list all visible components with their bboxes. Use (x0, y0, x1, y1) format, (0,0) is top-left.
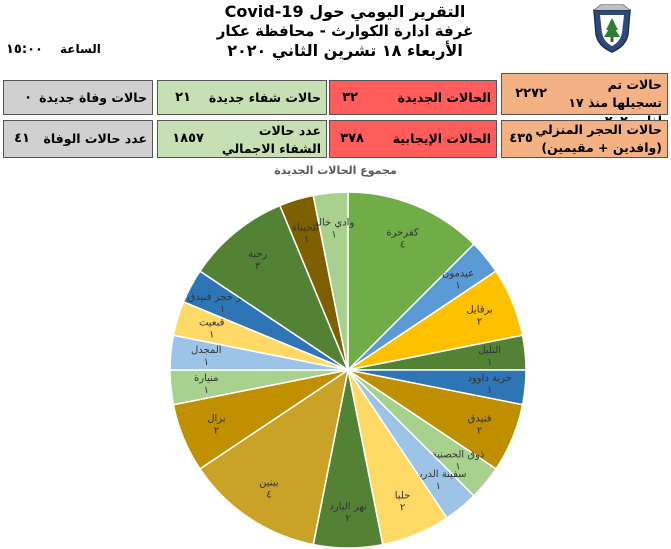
pie-label-11: بزال (207, 414, 225, 425)
pie-label-4: خربة داوود (468, 373, 512, 384)
pie-label-17: التحيناة (292, 223, 322, 234)
time-label: الساعة (60, 42, 101, 56)
positive-cell: الحالات الإيجابية ٣٧٨ (329, 120, 497, 158)
deaths-label: عدد حالات الوفاة (43, 131, 147, 146)
new-cases-value: ٣٢ (342, 90, 358, 105)
report-title: التقرير اليومي حول Covid-19 (224, 2, 466, 21)
pie-value-12: ١ (204, 385, 209, 396)
pie-value-11: ٢ (214, 426, 219, 437)
pie-slice-10 (198, 368, 350, 546)
total-recoveries-cell: عدد حالات الشفاء الاجمالي ١٨٥٧ (157, 120, 327, 158)
new-cases-label: الحالات الجديدة (397, 90, 491, 105)
home-quarantine-sub: (وافدين + مقيمين) (541, 140, 662, 155)
pie-value-4: ١ (487, 385, 492, 396)
positive-value: ٣٧٨ (340, 131, 364, 146)
pie-label-15: مركز حجر فنيدق (188, 292, 258, 303)
pie-value-16: ٣ (255, 261, 261, 272)
home-quarantine-label: حالات الحجر المنزلي (535, 122, 662, 137)
registered-cell: حالات تم تسجيلها منذ ١٧ اذار ٢٠٢٠ ٢٢٧٢ (501, 73, 668, 128)
pie-value-13: ١ (204, 357, 209, 368)
pie-label-14: قبعيت (199, 318, 225, 329)
pie-label-7: سفينة الدريب (410, 469, 467, 480)
pie-value-1: ١ (455, 281, 460, 292)
deaths-cell: عدد حالات الوفاة ٤١ (3, 120, 153, 158)
pie-value-0: ٤ (400, 239, 405, 250)
total-recoveries-value: ١٨٥٧ (172, 131, 204, 146)
pie-value-15: ١ (220, 304, 225, 315)
registered-value: ٢٢٧٢ (515, 86, 547, 101)
army-shield-logo (593, 4, 631, 53)
pie-slice-16 (198, 204, 350, 372)
pie-value-18: ١ (331, 229, 336, 240)
new-cases-cell: الحالات الجديدة ٣٢ (329, 80, 497, 115)
pie-label-8: حلبا (395, 491, 411, 502)
pie-value-10: ٤ (266, 489, 271, 500)
new-deaths-value: ٠ (24, 90, 32, 105)
new-recoveries-value: ٢١ (175, 90, 191, 105)
pie-label-2: برقايل (466, 305, 492, 316)
pie-label-16: رحبة (248, 249, 268, 260)
pie-label-5: فنيدق (468, 414, 492, 425)
report-subtitle: غرفة ادارة الكوارث - محافظة عكار (216, 22, 474, 40)
pie-value-5: ٢ (477, 426, 482, 437)
home-quarantine-value: ٤٣٥ (509, 131, 533, 146)
pie-label-18: وادي خالد (314, 217, 355, 228)
pie-value-14: ١ (209, 330, 214, 341)
pie-value-6: ١ (455, 461, 460, 472)
pie-slice-18 (312, 191, 349, 371)
new-recoveries-cell: حالات شفاء جديدة ٢١ (157, 80, 327, 115)
pie-label-6: ذوق الحصنية (432, 449, 485, 460)
pie-value-17: ١ (304, 235, 309, 246)
pie-label-3: التليل (478, 345, 501, 356)
pie-slice-0 (347, 191, 475, 372)
deaths-value: ٤١ (14, 131, 30, 146)
pie-value-8: ٢ (400, 503, 405, 514)
pie-value-9: ٢ (345, 513, 350, 524)
home-quarantine-cell: حالات الحجر المنزلي (وافدين + مقيمين) ٤٣… (501, 120, 668, 158)
chart-title: مجموع الحالات الجديدة (274, 164, 397, 177)
pie-label-13: المجدل (191, 345, 222, 356)
report-date: الأربعاء ١٨ تشرين الثاني ٢٠٢٠ (227, 41, 463, 60)
pie-value-2: ٢ (477, 317, 482, 328)
pie-label-1: عيدمون (442, 269, 474, 280)
positive-label: الحالات الإيجابية (392, 131, 491, 146)
pie-value-3: ١ (487, 357, 492, 368)
new-deaths-cell: حالات وفاة جديدة ٠ (3, 80, 153, 115)
new-recoveries-label: حالات شفاء جديدة (208, 90, 321, 105)
time-value: ١٥:٠٠ (6, 42, 43, 57)
total-recoveries-label: عدد حالات الشفاء الاجمالي (221, 123, 321, 156)
pie-label-0: كفرحرة (386, 227, 419, 238)
pie-value-7: ١ (436, 481, 441, 492)
new-deaths-label: حالات وفاة جديدة (39, 90, 147, 105)
pie-label-9: نهر البارد (329, 501, 366, 512)
pie-label-12: منيارة (194, 373, 219, 384)
pie-label-10: ببنين (259, 477, 278, 488)
